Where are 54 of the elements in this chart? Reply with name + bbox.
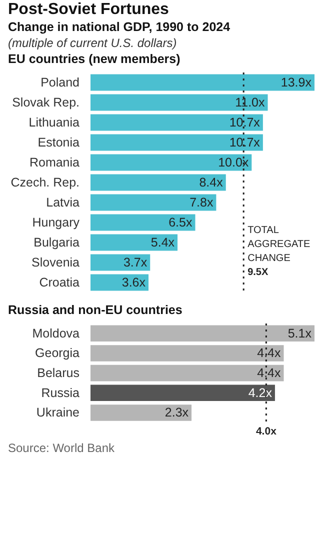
text: (multiple of current U.S. dollars) bbox=[8, 36, 177, 51]
source-note: Source: World Bank bbox=[8, 440, 114, 455]
y-tick-label: Bulgaria bbox=[34, 235, 80, 250]
y-tick-label: Hungary bbox=[32, 215, 80, 230]
ref-line-label: TOTAL AGGREGATE CHANGE 9.5X bbox=[248, 224, 311, 278]
data-label: 4.4x bbox=[257, 346, 282, 360]
bar bbox=[90, 174, 226, 190]
bar bbox=[90, 94, 268, 110]
bar bbox=[90, 134, 263, 150]
bar bbox=[90, 404, 192, 420]
data-label: 4.2x bbox=[248, 385, 273, 400]
y-tick-label: Romania bbox=[29, 155, 80, 170]
bar bbox=[90, 154, 252, 170]
y-tick-label: Georgia bbox=[35, 346, 80, 360]
data-label: 11.0x bbox=[235, 95, 266, 110]
data-label: 6.5x bbox=[168, 215, 193, 230]
data-label: 3.7x bbox=[124, 255, 148, 270]
y-tick-label: Slovenia bbox=[32, 255, 80, 270]
bar bbox=[90, 234, 178, 250]
data-label: 5.4x bbox=[150, 235, 176, 250]
data-label: 13.9x bbox=[280, 75, 312, 90]
y-tick-label: Estonia bbox=[38, 135, 80, 150]
data-label: 3.6x bbox=[122, 275, 146, 290]
y-tick-label: Slovak Rep. bbox=[12, 95, 80, 110]
bar bbox=[90, 214, 196, 230]
bar bbox=[90, 324, 314, 342]
y-tick-label: Czech. Rep. bbox=[10, 175, 80, 190]
y-tick-label: Croatia bbox=[39, 275, 80, 290]
data-label: 7.8x bbox=[190, 195, 214, 210]
data-label: 10.0x bbox=[218, 155, 250, 170]
data-label: 10.7x bbox=[229, 115, 261, 130]
y-tick-label: Lithuania bbox=[28, 115, 80, 130]
y-tick-label: Poland bbox=[40, 75, 80, 90]
ref-line-label: 4.0x bbox=[256, 425, 277, 438]
bar bbox=[90, 114, 263, 130]
data-label: 10.7x bbox=[229, 135, 261, 150]
y-tick-label: Russia bbox=[41, 385, 80, 400]
chart-title: Post-Soviet Fortunes bbox=[8, 0, 169, 20]
data-label: 2.3x bbox=[164, 405, 190, 420]
bar bbox=[90, 194, 216, 210]
text: Russia and non-EU countries bbox=[8, 302, 182, 318]
chart-subtitle: Change in national GDP, 1990 to 2024 bbox=[8, 20, 230, 36]
bar bbox=[90, 344, 284, 361]
bar bbox=[90, 384, 275, 401]
y-tick-label: Moldova bbox=[32, 326, 80, 340]
y-tick-label: Belarus bbox=[37, 366, 80, 380]
y-tick-label: Latvia bbox=[46, 195, 80, 210]
data-label: 5.1x bbox=[288, 326, 312, 340]
bar bbox=[90, 74, 314, 90]
y-tick-label: Ukraine bbox=[36, 405, 80, 420]
text: EU countries (new members) bbox=[8, 52, 180, 67]
data-label: 8.4x bbox=[199, 175, 224, 190]
bar bbox=[90, 364, 284, 381]
data-label: 4.4x bbox=[257, 366, 282, 380]
